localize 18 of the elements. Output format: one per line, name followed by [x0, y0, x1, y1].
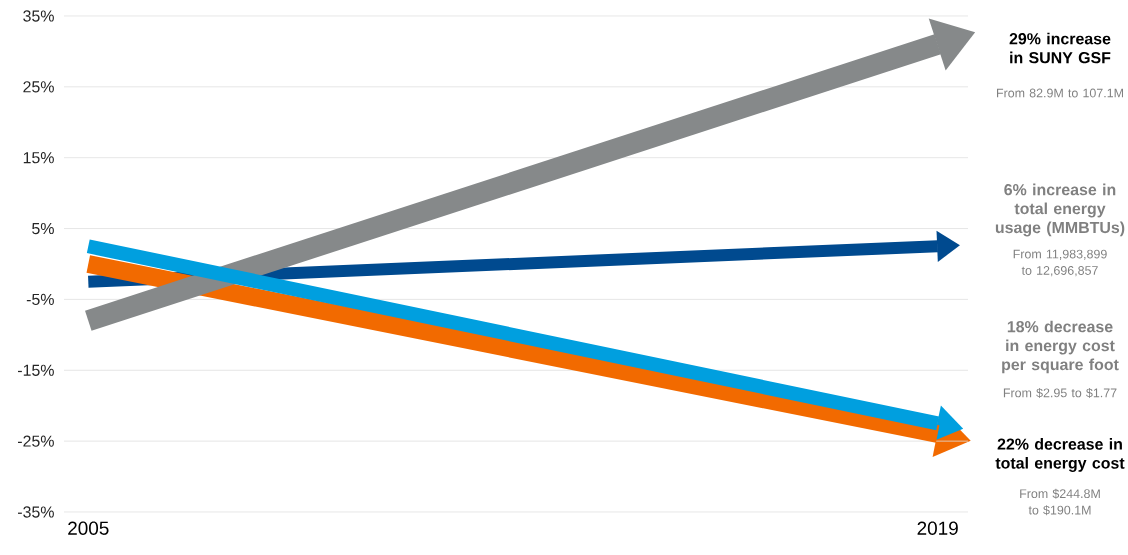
x-tick-label: 2005 [68, 521, 109, 535]
y-tick-label: 35% [23, 10, 54, 22]
y-tick-label: 15% [23, 152, 54, 164]
y-tick-label: -15% [17, 364, 54, 376]
y-tick-label: -5% [26, 293, 54, 306]
text: 6% increase in total energy usage (MMBTUs) [995, 183, 1125, 237]
text: From 82.9M to 107.1M [997, 88, 1123, 98]
y-tick-label: -35% [17, 506, 54, 518]
text: From $2.95 to $1.77 [1003, 387, 1117, 399]
y-tick-label: 5% [32, 222, 54, 235]
y-tick-label: 25% [23, 81, 54, 93]
x-tick-label: 2019 [917, 521, 958, 535]
text: 22% decrease in total energy cost [995, 438, 1125, 472]
text: 18% decrease in energy cost per square foot [1002, 320, 1119, 374]
y-tick-label: -25% [17, 435, 54, 447]
text: 29% increase in SUNY GSF [1009, 32, 1111, 64]
text: From 11,983,899 to 12,696,857 [1013, 249, 1107, 277]
text: From $244.8M to $190.1M [1020, 488, 1100, 516]
